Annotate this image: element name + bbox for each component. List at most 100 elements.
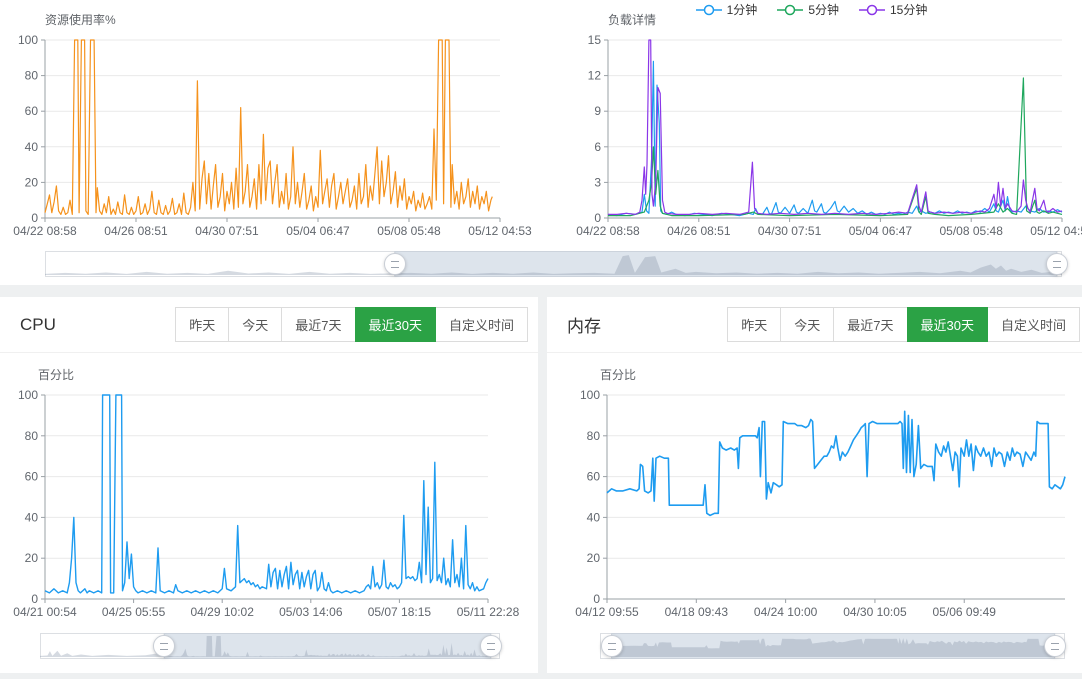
svg-text:04/26 08:51: 04/26 08:51	[104, 224, 168, 238]
svg-text:05/04 06:47: 05/04 06:47	[849, 224, 913, 238]
datazoom-shadow	[40, 633, 500, 659]
svg-text:05/11 22:28: 05/11 22:28	[457, 605, 520, 619]
cpu-panel: CPU 昨天 今天 最近7天 最近30天 自定义时间 百分比 0 20 40 60 80…	[0, 297, 538, 673]
load-legend: 1分钟 5分钟 15分钟	[541, 1, 1082, 18]
svg-text:20: 20	[587, 551, 601, 565]
svg-text:60: 60	[25, 470, 39, 484]
cpu-panel-title: CPU	[20, 314, 56, 334]
memory-panel: 内存 昨天 今天 最近7天 最近30天 自定义时间 百分比 0 20 40 60 80 1…	[547, 297, 1082, 673]
svg-text:6: 6	[594, 140, 601, 154]
svg-text:05/08 05:48: 05/08 05:48	[939, 224, 1003, 238]
svg-text:80: 80	[587, 429, 601, 443]
svg-text:40: 40	[25, 140, 39, 154]
resource-usage-chart-title: 资源使用率%	[45, 13, 116, 27]
detail-section: CPU 昨天 今天 最近7天 最近30天 自定义时间 百分比 0 20 40 60 80…	[0, 297, 1082, 673]
legend-item-5min[interactable]: 5分钟	[777, 1, 839, 18]
svg-text:05/03 14:06: 05/03 14:06	[279, 605, 343, 619]
timerange-today-button[interactable]: 今天	[780, 307, 835, 342]
datazoom-shadow	[600, 633, 1065, 659]
svg-text:60: 60	[587, 470, 601, 484]
svg-text:20: 20	[25, 175, 39, 189]
memory-chart-title: 百分比	[600, 368, 637, 382]
timerange-last7days-button[interactable]: 最近7天	[833, 307, 908, 342]
svg-text:100: 100	[580, 388, 600, 402]
svg-text:12: 12	[588, 69, 602, 83]
cpu-chart-title: 百分比	[38, 368, 75, 382]
cpu-panel-header: CPU 昨天 今天 最近7天 最近30天 自定义时间	[0, 297, 538, 353]
svg-text:05/06 09:49: 05/06 09:49	[933, 605, 997, 619]
timerange-custom-button[interactable]: 自定义时间	[986, 307, 1080, 342]
load-detail-chart: 0 3 6 9 12 15 04/22 08:58 04/26 08:51 04/30 07:5…	[576, 33, 1082, 238]
svg-text:04/22 08:58: 04/22 08:58	[13, 224, 77, 238]
svg-text:05/08 05:48: 05/08 05:48	[377, 224, 441, 238]
svg-text:0: 0	[594, 211, 601, 225]
svg-text:9: 9	[594, 104, 601, 118]
cpu-datazoom-slider[interactable]	[40, 633, 502, 659]
grip-icon	[390, 260, 399, 268]
legend-label-15min: 15分钟	[890, 3, 928, 17]
timerange-yesterday-button[interactable]: 昨天	[175, 307, 230, 342]
svg-text:05/07 18:15: 05/07 18:15	[368, 605, 432, 619]
legend-label-5min: 5分钟	[808, 3, 839, 17]
memory-panel-header: 内存 昨天 今天 最近7天 最近30天 自定义时间	[547, 297, 1082, 353]
datazoom-left-handle[interactable]	[383, 253, 406, 275]
svg-text:0: 0	[31, 592, 38, 606]
resource-usage-chart-panel: 资源使用率% 0 20 40 60 80 100 04/22 08:58 04/26 08:5…	[0, 0, 541, 244]
timerange-yesterday-button[interactable]: 昨天	[727, 307, 782, 342]
timerange-last30days-button[interactable]: 最近30天	[354, 307, 436, 342]
grip-icon	[160, 642, 169, 650]
grip-icon	[1052, 260, 1061, 268]
timerange-last30days-button[interactable]: 最近30天	[906, 307, 988, 342]
svg-text:40: 40	[25, 510, 39, 524]
datazoom-left-handle[interactable]	[600, 635, 623, 657]
grip-icon	[486, 642, 495, 650]
svg-text:04/25 05:55: 04/25 05:55	[102, 605, 166, 619]
timerange-custom-button[interactable]: 自定义时间	[434, 307, 528, 342]
datazoom-right-handle[interactable]	[1045, 253, 1068, 275]
resource-usage-chart: 0 20 40 60 80 100 04/22 08:58 04/26 08:51 04/30 …	[13, 33, 532, 238]
svg-text:15: 15	[588, 33, 602, 47]
legend-item-15min[interactable]: 15分钟	[859, 1, 927, 18]
svg-text:04/29 10:02: 04/29 10:02	[190, 605, 254, 619]
memory-chart: 0 20 40 60 80 100 04/12 09:55 04/18 09:43 04/24 …	[575, 388, 1066, 619]
load-detail-chart-title: 负载详情	[608, 13, 657, 27]
svg-text:80: 80	[25, 429, 39, 443]
timerange-today-button[interactable]: 今天	[228, 307, 283, 342]
load-detail-chart-panel: 1分钟 5分钟 15分钟 负载详情 0 3 6 9 12 15 04/22 08:58 04/…	[541, 0, 1082, 244]
overview-datazoom-slider[interactable]	[45, 251, 1068, 277]
datazoom-right-handle[interactable]	[479, 635, 502, 657]
svg-text:04/24 10:00: 04/24 10:00	[754, 605, 818, 619]
cpu-chart: 0 20 40 60 80 100 04/21 00:54 04/25 05:55 04/29 …	[13, 388, 520, 619]
svg-text:04/26 08:51: 04/26 08:51	[667, 224, 731, 238]
svg-text:04/12 09:55: 04/12 09:55	[575, 605, 639, 619]
svg-text:04/21 00:54: 04/21 00:54	[13, 605, 77, 619]
svg-text:3: 3	[594, 175, 601, 189]
grip-icon	[607, 642, 616, 650]
memory-datazoom-slider[interactable]	[600, 633, 1066, 659]
legend-item-1min[interactable]: 1分钟	[695, 1, 757, 18]
svg-text:20: 20	[25, 551, 39, 565]
svg-text:40: 40	[587, 510, 601, 524]
memory-panel-title: 内存	[567, 317, 601, 336]
svg-text:04/30 07:51: 04/30 07:51	[195, 224, 259, 238]
datazoom-shadow	[45, 251, 1062, 277]
svg-text:0: 0	[31, 211, 38, 225]
svg-text:100: 100	[18, 388, 38, 402]
datazoom-left-handle[interactable]	[153, 635, 176, 657]
datazoom-right-handle[interactable]	[1043, 635, 1066, 657]
line-circle-marker-icon	[695, 4, 722, 16]
svg-text:05/04 06:47: 05/04 06:47	[286, 224, 350, 238]
line-circle-marker-icon	[859, 4, 885, 16]
svg-text:80: 80	[25, 69, 39, 83]
svg-text:60: 60	[25, 104, 39, 118]
timerange-last7days-button[interactable]: 最近7天	[281, 307, 356, 342]
svg-text:100: 100	[18, 33, 38, 47]
svg-text:04/30 10:05: 04/30 10:05	[843, 605, 907, 619]
svg-text:04/18 09:43: 04/18 09:43	[665, 605, 729, 619]
svg-text:04/30 07:51: 04/30 07:51	[758, 224, 822, 238]
svg-text:04/22 08:58: 04/22 08:58	[576, 224, 640, 238]
svg-text:0: 0	[593, 592, 600, 606]
cpu-timerange-buttons: 昨天 今天 最近7天 最近30天 自定义时间	[175, 307, 528, 342]
line-circle-marker-icon	[777, 4, 804, 16]
